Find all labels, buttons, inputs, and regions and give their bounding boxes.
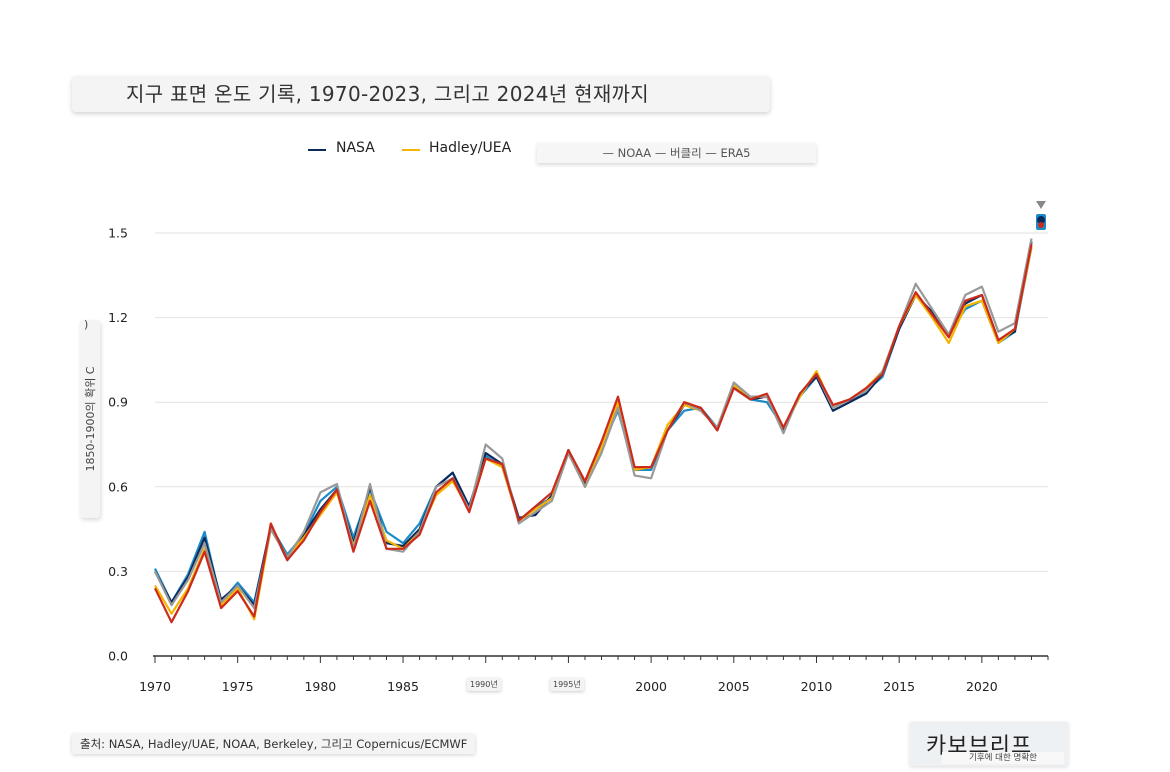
ytd-marker-nasa bbox=[1037, 216, 1045, 224]
source-note: 출처: NASA, Hadley/UAE, NOAA, Berkeley, 그리… bbox=[72, 734, 476, 754]
brand-logo[interactable]: 카보브리프 기후에 대한 명확한 bbox=[910, 722, 1068, 766]
x-tick-label-2010: 2010 bbox=[801, 679, 833, 694]
x-chip-1990: 1990년 bbox=[467, 678, 501, 691]
legend-swatch-hadley bbox=[402, 149, 420, 151]
chart-title: 지구 표면 온도 기록, 1970-2023, 그리고 2024년 현재까지 bbox=[72, 76, 770, 112]
legend-others-overlay: — NOAA — 버클리 — ERA5 bbox=[537, 143, 816, 163]
x-tick-label-2005: 2005 bbox=[718, 679, 750, 694]
series-line-Hadley/UEA bbox=[154, 246, 1033, 621]
ylabel-box bbox=[80, 320, 100, 518]
y-axis-label-paren: ) bbox=[84, 318, 89, 331]
y-tick-label-1.5: 1.5 bbox=[108, 226, 128, 241]
ytd-marker-era5 bbox=[1038, 222, 1044, 228]
y-tick-label-1.2: 1.2 bbox=[108, 310, 128, 325]
x-tick-label-1980: 1980 bbox=[304, 679, 336, 694]
series-line-ERA5 bbox=[154, 244, 1033, 624]
y-tick-label-0.9: 0.9 bbox=[108, 395, 128, 410]
x-chip-1995: 1995년 bbox=[550, 678, 584, 691]
y-tick-label-0.6: 0.6 bbox=[108, 479, 128, 494]
series-line-NASA bbox=[154, 241, 1033, 607]
y-tick-label-0.0: 0.0 bbox=[108, 649, 128, 664]
x-tick-label-2020: 2020 bbox=[966, 679, 998, 694]
legend-label-hadley: Hadley/UEA bbox=[429, 140, 512, 156]
x-tick-label-2015: 2015 bbox=[883, 679, 915, 694]
ytd-arrow-marker bbox=[1036, 201, 1046, 209]
legend-label-nasa: NASA bbox=[336, 140, 375, 156]
y-tick-label-0.3: 0.3 bbox=[108, 564, 128, 579]
legend-swatch-nasa bbox=[308, 149, 326, 151]
x-tick-label-1975: 1975 bbox=[222, 679, 254, 694]
x-tick-label-1970: 1970 bbox=[139, 679, 171, 694]
brand-tagline: 기후에 대한 명확한 bbox=[942, 752, 1064, 764]
x-tick-label-1985: 1985 bbox=[387, 679, 419, 694]
series-line-NOAA bbox=[154, 246, 1033, 604]
x-tick-label-2000: 2000 bbox=[635, 679, 667, 694]
